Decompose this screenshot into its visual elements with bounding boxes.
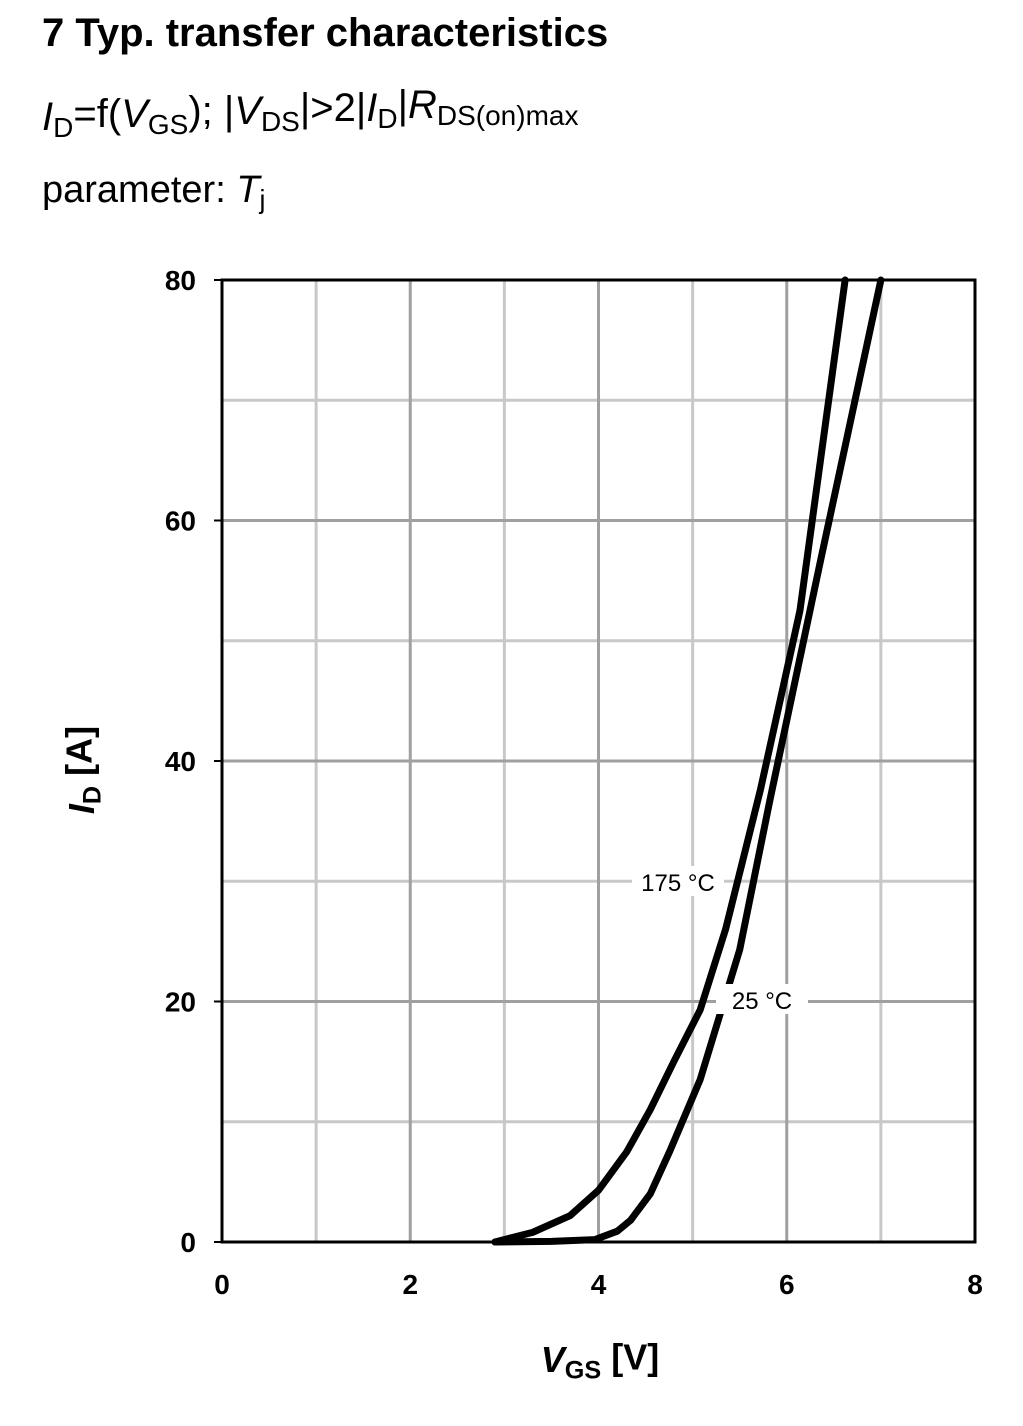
x-tick-label: 8 bbox=[967, 1269, 983, 1300]
x-tick-label: 6 bbox=[779, 1269, 795, 1300]
x-tick-label: 0 bbox=[214, 1269, 230, 1300]
text-part: DS(on)max bbox=[437, 100, 579, 131]
curve bbox=[491, 276, 885, 1246]
text-part: =f( bbox=[73, 92, 121, 136]
x-tick-label: 2 bbox=[402, 1269, 418, 1300]
y-axis-label: ID [A] bbox=[58, 726, 106, 814]
text-part: ); | bbox=[188, 89, 234, 133]
series-label: 25 °C bbox=[732, 988, 792, 1015]
text-part: GS bbox=[148, 109, 188, 140]
parameter-label: parameter: Tj bbox=[42, 169, 265, 215]
y-tick-label: 60 bbox=[165, 506, 196, 537]
text-part: | bbox=[398, 83, 408, 127]
text-part: R bbox=[408, 83, 437, 127]
text-part: V bbox=[121, 92, 151, 136]
text-part: T bbox=[236, 169, 262, 211]
text-part: D bbox=[53, 112, 73, 143]
text-part: [A] bbox=[58, 726, 99, 786]
text-part: I bbox=[42, 95, 53, 139]
text-part: I bbox=[61, 803, 102, 814]
y-tick-label: 20 bbox=[165, 987, 196, 1018]
series-label: 175 °C bbox=[641, 870, 715, 897]
chart-title: 7 Typ. transfer characteristics bbox=[42, 11, 608, 55]
text-part: D bbox=[78, 786, 106, 804]
y-tick-label: 80 bbox=[165, 265, 196, 296]
text-part: j bbox=[259, 185, 266, 215]
text-part: |>2| bbox=[300, 86, 366, 130]
text-part: parameter: bbox=[42, 169, 236, 211]
text-part: [V] bbox=[601, 1336, 659, 1377]
label-background bbox=[716, 984, 808, 1014]
text-part: V bbox=[234, 89, 264, 133]
curve bbox=[491, 276, 849, 1246]
text-part: DS bbox=[261, 106, 300, 137]
x-tick-label: 4 bbox=[591, 1269, 607, 1300]
y-tick-label: 0 bbox=[180, 1227, 196, 1258]
text-part: V bbox=[541, 1339, 568, 1380]
text-part: I bbox=[366, 86, 377, 130]
x-axis-label: VGS [V] bbox=[541, 1336, 659, 1384]
chart-subtitle: ID=f(VGS); |VDS|>2|ID|RDS(on)max bbox=[42, 83, 578, 143]
label-background bbox=[632, 866, 724, 896]
text-part: GS bbox=[565, 1356, 601, 1384]
y-tick-label: 40 bbox=[165, 746, 196, 777]
text-part: D bbox=[377, 103, 397, 134]
